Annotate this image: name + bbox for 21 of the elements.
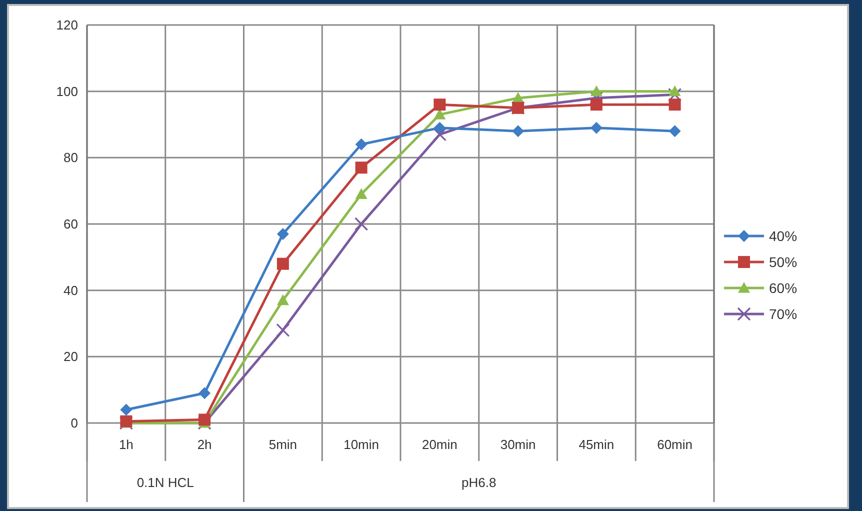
y-tick-label: 120	[56, 18, 78, 33]
text: pH6.8	[462, 475, 496, 490]
x-tick-label: 30min	[500, 437, 536, 452]
legend-label: 50%	[769, 254, 798, 270]
y-tick-label: 40	[64, 282, 78, 298]
y-tick-label: 20	[64, 349, 78, 364]
x-tick-label: 5min	[268, 437, 298, 452]
x-tick-label: 10min	[344, 437, 380, 452]
x-tick-label: 20min	[422, 437, 458, 452]
legend-label: 60%	[769, 280, 798, 296]
x-tick-label: 1h	[118, 437, 134, 452]
x-tick-label: 2h	[197, 437, 212, 452]
x-tick-label: 60min	[657, 437, 693, 452]
legend-label: 40%	[769, 228, 798, 244]
text: 0.1N HCL	[136, 475, 194, 490]
y-tick-label: 0	[70, 416, 78, 431]
x-tick-label: 45min	[578, 437, 614, 452]
legend-label: 70%	[769, 306, 798, 322]
y-tick-label: 80	[64, 150, 78, 166]
y-tick-label: 60	[64, 216, 78, 232]
y-tick-label: 100	[56, 84, 78, 99]
